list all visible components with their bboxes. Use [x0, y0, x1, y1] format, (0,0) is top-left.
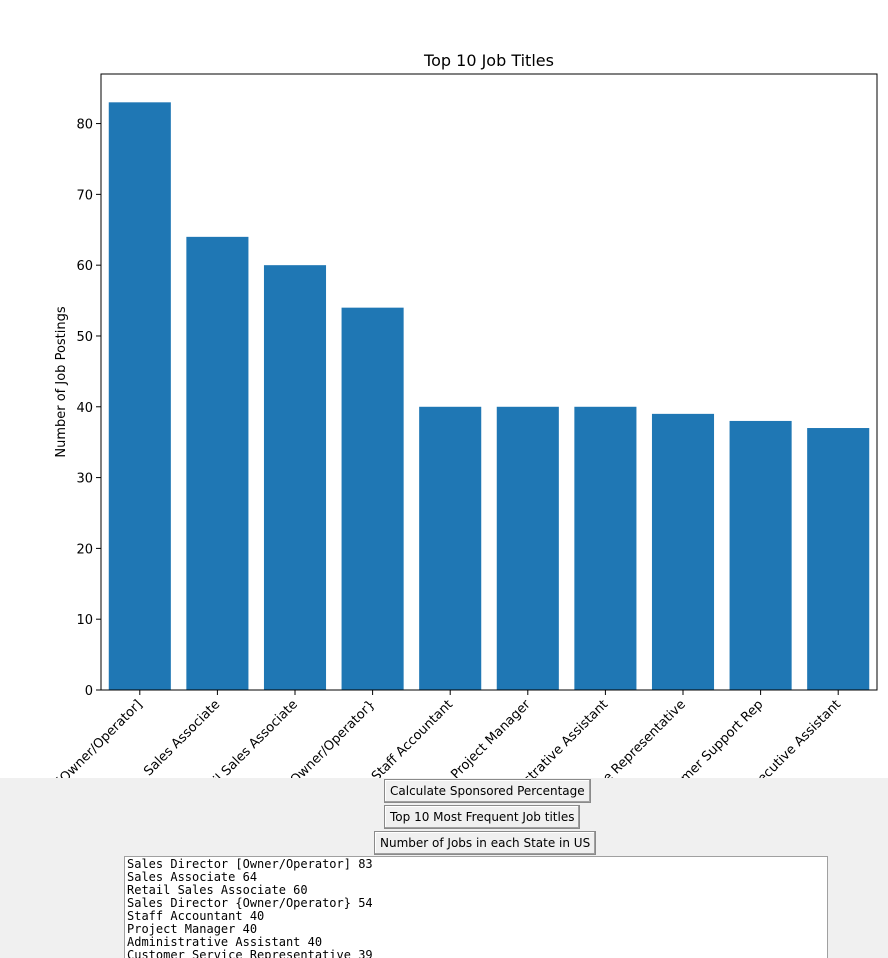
- output-line: Sales Associate 64: [127, 870, 258, 884]
- bar: [651, 413, 715, 690]
- control-panel: Calculate Sponsored Percentage Top 10 Mo…: [0, 778, 888, 958]
- bar: [729, 420, 792, 690]
- bar: [186, 236, 249, 690]
- x-tick-label: Sales Director [Owner/Operator]: [0, 697, 146, 778]
- y-tick-label: 50: [76, 330, 93, 345]
- bar: [807, 428, 870, 690]
- bar: [419, 406, 482, 690]
- output-line: Sales Director [Owner/Operator] 83: [127, 857, 373, 871]
- bar: [263, 265, 327, 690]
- jobs-per-state-button[interactable]: Number of Jobs in each State in US: [374, 831, 597, 855]
- output-line: Staff Accountant 40: [127, 909, 265, 923]
- chart-area: Top 10 Job Titles Number of Job Postings 0…: [0, 51, 878, 778]
- y-tick-label: 60: [76, 259, 93, 274]
- top-10-job-titles-button[interactable]: Top 10 Most Frequent Job titles: [384, 805, 581, 829]
- x-tick-label: Administrative Assistant: [489, 697, 611, 778]
- y-tick-label: 0: [85, 684, 93, 699]
- bar: [574, 406, 637, 690]
- y-tick-label: 70: [76, 188, 93, 203]
- output-line: Project Manager 40: [127, 922, 258, 936]
- bar: [108, 102, 171, 690]
- y-tick-label: 10: [76, 613, 93, 628]
- y-axis-label: Number of Job Postings: [54, 306, 69, 457]
- output-line: Customer Service Representative 39: [127, 948, 373, 958]
- x-tick-label: Sales Associate: [141, 697, 223, 778]
- output-line: Sales Director {Owner/Operator} 54: [127, 896, 373, 910]
- y-tick-label: 80: [76, 118, 93, 133]
- y-tick-label: 40: [76, 401, 93, 416]
- y-tick-label: 30: [76, 472, 93, 487]
- output-line: Retail Sales Associate 60: [127, 883, 308, 897]
- chart-title: Top 10 Job Titles: [423, 51, 554, 70]
- x-tick-label: Staff Accountant: [369, 697, 456, 778]
- bar-chart: Top 10 Job Titles Number of Job Postings 0…: [0, 51, 878, 778]
- y-tick-label: 20: [76, 542, 93, 557]
- calculate-sponsored-percentage-button[interactable]: Calculate Sponsored Percentage: [384, 779, 591, 803]
- output-line: Administrative Assistant 40: [127, 935, 323, 949]
- bar: [341, 307, 404, 690]
- x-tick-label: Project Manager: [448, 697, 534, 778]
- bar: [496, 406, 559, 690]
- output-text-box[interactable]: Sales Director [Owner/Operator] 83 Sales …: [124, 856, 828, 958]
- plot-frame: [100, 73, 878, 691]
